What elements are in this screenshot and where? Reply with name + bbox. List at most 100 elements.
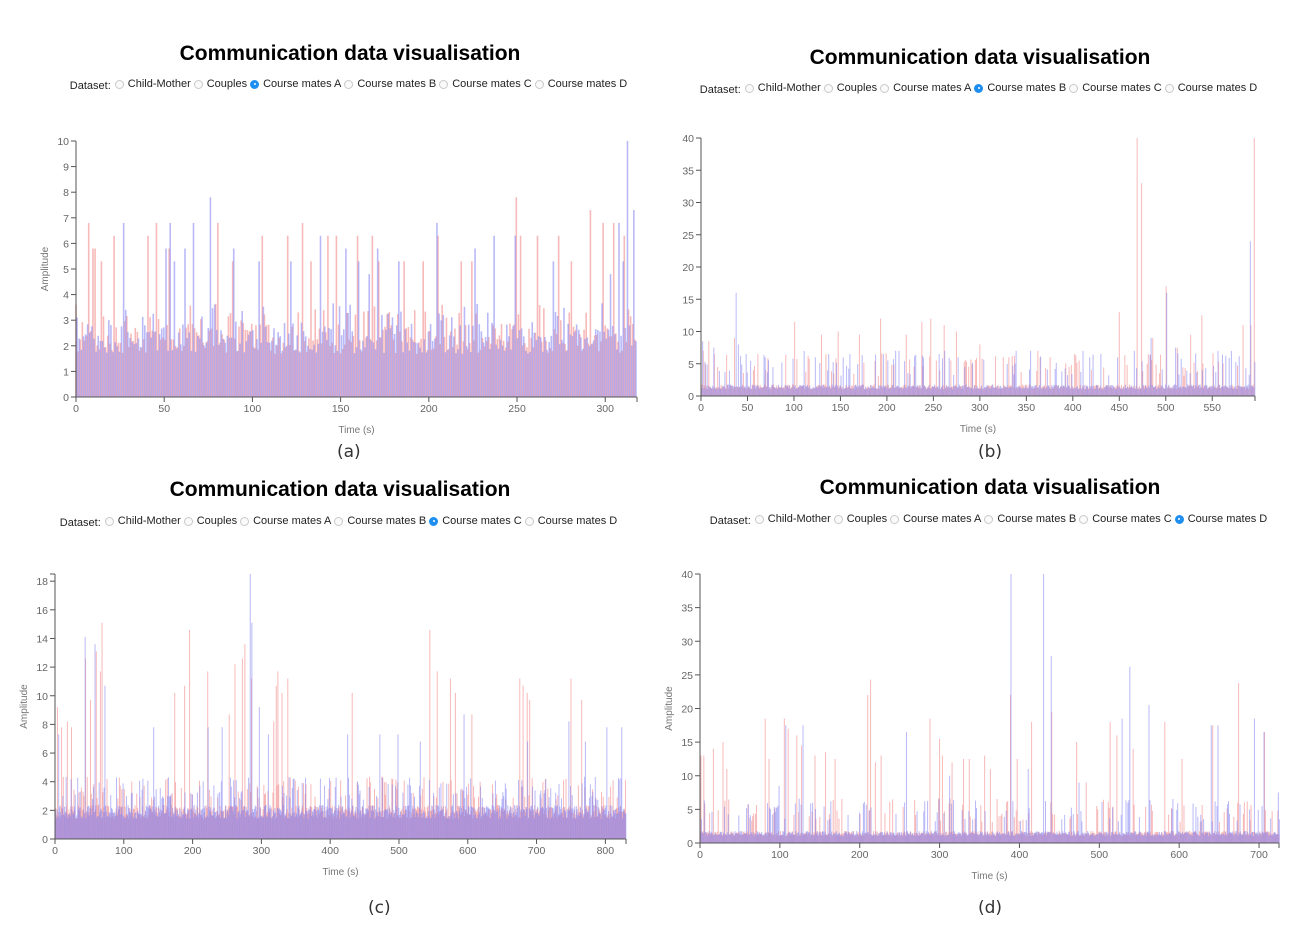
bar: [602, 811, 604, 839]
bar: [742, 385, 744, 396]
bar: [1194, 388, 1196, 396]
bar: [929, 388, 931, 396]
bar: [1030, 835, 1032, 843]
bar: [805, 832, 807, 843]
bar: [806, 831, 808, 843]
bar: [381, 314, 383, 397]
radio-circle-icon[interactable]: [193, 79, 203, 89]
dataset-radio-course-mates-c[interactable]: Course mates C: [439, 78, 532, 90]
bar: [955, 331, 957, 396]
bar: [522, 809, 524, 839]
radio-circle-icon[interactable]: [880, 83, 890, 93]
bar: [944, 350, 946, 396]
dataset-radio-course-mates-a[interactable]: Course mates A: [890, 513, 981, 525]
radio-circle-icon[interactable]: [833, 514, 843, 524]
radio-label: Couples: [196, 515, 238, 527]
bar: [722, 386, 724, 396]
bar: [1249, 241, 1251, 396]
radio-circle-icon[interactable]: [524, 516, 534, 526]
dataset-radio-child-mother[interactable]: Child-Mother: [114, 78, 191, 90]
bar: [465, 810, 467, 839]
bar: [757, 385, 759, 396]
dataset-radio-course-mates-b[interactable]: Course mates B: [334, 515, 426, 527]
dataset-radio-couples[interactable]: Couples: [823, 82, 877, 94]
bar: [156, 815, 158, 839]
dataset-radio-course-mates-c[interactable]: Course mates C: [429, 515, 522, 527]
dataset-radio-course-mates-d[interactable]: Course mates D: [524, 515, 617, 527]
dataset-radio-child-mother[interactable]: Child-Mother: [754, 513, 831, 525]
dataset-radio-couples[interactable]: Couples: [183, 515, 238, 527]
bar: [1055, 384, 1057, 396]
radio-circle-icon[interactable]: [1174, 514, 1184, 524]
bar: [248, 777, 250, 839]
bar: [352, 335, 355, 397]
radio-circle-icon[interactable]: [439, 79, 449, 89]
dataset-radio-course-mates-d[interactable]: Course mates D: [1174, 513, 1267, 525]
bar: [130, 812, 132, 839]
dataset-radio-course-mates-a[interactable]: Course mates A: [250, 78, 341, 90]
radio-circle-icon[interactable]: [183, 516, 193, 526]
radio-circle-icon[interactable]: [250, 79, 260, 89]
dataset-radio-course-mates-a[interactable]: Course mates A: [880, 82, 971, 94]
bar: [494, 810, 496, 839]
bar: [846, 386, 848, 396]
radio-circle-icon[interactable]: [104, 516, 114, 526]
bar: [386, 314, 388, 397]
bar: [870, 385, 872, 396]
dataset-radio-course-mates-a[interactable]: Course mates A: [240, 515, 331, 527]
bar: [865, 386, 867, 396]
bar: [758, 833, 760, 843]
bar: [1235, 361, 1237, 396]
bar: [887, 834, 889, 843]
bar: [129, 811, 131, 839]
dataset-radio-couples[interactable]: Couples: [193, 78, 247, 90]
dataset-radio-course-mates-d[interactable]: Course mates D: [1164, 82, 1257, 94]
dataset-radio-course-mates-c[interactable]: Course mates C: [1079, 513, 1172, 525]
radio-circle-icon[interactable]: [534, 79, 544, 89]
radio-circle-icon[interactable]: [240, 516, 250, 526]
radio-circle-icon[interactable]: [754, 514, 764, 524]
radio-circle-icon[interactable]: [823, 83, 833, 93]
dataset-radio-course-mates-d[interactable]: Course mates D: [534, 78, 627, 90]
bar: [802, 384, 804, 396]
bar: [885, 385, 887, 396]
radio-circle-icon[interactable]: [114, 79, 124, 89]
bar: [257, 788, 259, 839]
bar: [63, 806, 65, 839]
bar: [373, 306, 376, 397]
dataset-radio-child-mother[interactable]: Child-Mother: [744, 82, 821, 94]
bar: [473, 815, 475, 839]
bar: [1226, 387, 1228, 396]
bar: [555, 792, 557, 839]
dataset-radio-course-mates-b[interactable]: Course mates B: [344, 78, 436, 90]
bar: [718, 370, 720, 396]
dataset-radio-child-mother[interactable]: Child-Mother: [104, 515, 181, 527]
dataset-radio-course-mates-b[interactable]: Course mates B: [974, 82, 1066, 94]
bar: [384, 326, 386, 397]
bar: [106, 816, 108, 839]
radio-circle-icon[interactable]: [1069, 83, 1079, 93]
bar: [1232, 833, 1234, 843]
radio-circle-icon[interactable]: [974, 83, 984, 93]
bar: [200, 814, 202, 839]
bar: [556, 805, 558, 839]
bar: [1145, 386, 1147, 396]
radio-circle-icon[interactable]: [984, 514, 994, 524]
radio-circle-icon[interactable]: [429, 516, 439, 526]
dataset-radio-course-mates-c[interactable]: Course mates C: [1069, 82, 1162, 94]
radio-circle-icon[interactable]: [1079, 514, 1089, 524]
radio-circle-icon[interactable]: [890, 514, 900, 524]
bar: [1147, 354, 1149, 396]
radio-circle-icon[interactable]: [334, 516, 344, 526]
dataset-radio-course-mates-b[interactable]: Course mates B: [984, 513, 1076, 525]
bar: [823, 384, 825, 396]
bar: [926, 831, 928, 843]
bar: [996, 833, 998, 843]
dataset-radio-couples[interactable]: Couples: [833, 513, 887, 525]
bar: [1003, 385, 1005, 396]
radio-circle-icon[interactable]: [744, 83, 754, 93]
bar: [142, 778, 144, 839]
radio-circle-icon[interactable]: [1164, 83, 1174, 93]
bar: [1142, 384, 1144, 396]
radio-circle-icon[interactable]: [344, 79, 354, 89]
